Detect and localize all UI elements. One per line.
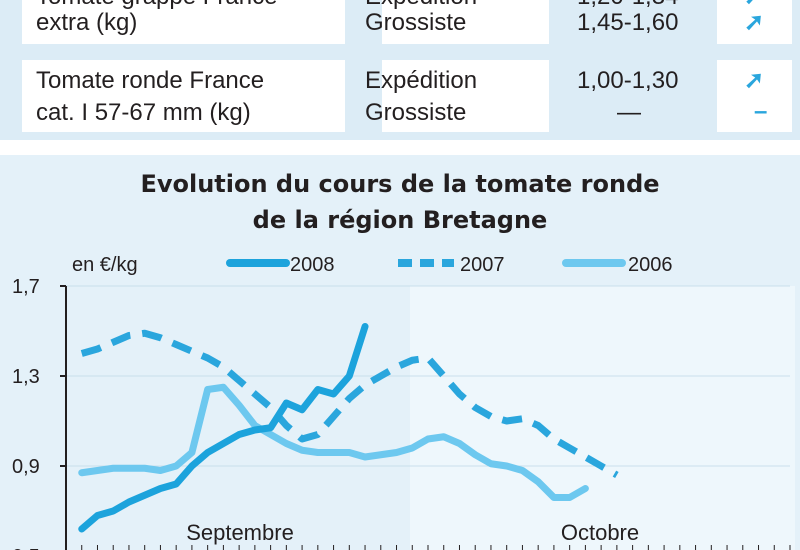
legend-label-2007: 2007 xyxy=(460,254,505,276)
trend-flat-icon: – xyxy=(754,98,768,125)
column-stripe xyxy=(345,0,382,44)
series-line-2006 xyxy=(78,383,589,501)
y-tick-label: 0,9 xyxy=(12,456,40,478)
market-stage: Grossiste xyxy=(365,9,467,36)
month-band-octobre xyxy=(410,286,795,550)
market-stage: Expédition xyxy=(365,0,477,14)
series-line-2008 xyxy=(78,323,369,533)
price-table: Tomate grappe France extra (kg) Expéditi… xyxy=(0,0,800,140)
chart-title: Evolution du cours de la tomate ronde xyxy=(140,170,660,198)
price-range: — xyxy=(617,99,641,126)
chart-subtitle: de la région Bretagne xyxy=(252,206,548,234)
series-lines xyxy=(78,323,619,533)
price-cell xyxy=(549,0,717,44)
series-line-2007 xyxy=(80,329,619,479)
trend-up-icon: ➚ xyxy=(744,9,765,36)
legend: 2008 2007 2006 xyxy=(226,254,673,276)
legend-label-2008: 2008 xyxy=(290,254,335,276)
price-range: 1,00-1,30 xyxy=(577,67,679,94)
price-range: 1,45-1,60 xyxy=(577,9,679,36)
legend-label-2006: 2006 xyxy=(628,254,673,276)
column-stripe xyxy=(345,60,382,132)
month-label-septembre: Septembre xyxy=(186,520,294,545)
product-name: extra (kg) xyxy=(36,9,138,36)
trend-up-icon: ➚ xyxy=(744,67,765,94)
product-name: cat. I 57-67 mm (kg) xyxy=(36,99,251,126)
market-stage: Expédition xyxy=(365,67,478,94)
table-row: Tomate ronde France cat. I 57-67 mm (kg)… xyxy=(22,60,792,132)
table-row: Tomate grappe France extra (kg) Expéditi… xyxy=(22,0,792,44)
y-tick-label: 1,3 xyxy=(12,366,40,388)
gridlines xyxy=(66,285,790,467)
month-label-octobre: Octobre xyxy=(561,520,639,545)
y-axis-label: en €/kg xyxy=(72,254,138,276)
y-axis: 1,7 1,3 0,9 0,5 xyxy=(12,276,791,550)
product-name: Tomate grappe France xyxy=(36,0,277,14)
product-name: Tomate ronde France xyxy=(36,67,265,94)
price-range: 1,20-1,34 xyxy=(577,0,678,14)
price-cell xyxy=(549,60,717,132)
market-stage: Grossiste xyxy=(365,99,467,126)
y-tick-label: 1,7 xyxy=(12,276,40,298)
trend-up-icon: ➚ xyxy=(744,0,764,11)
y-tick-label: 0,5 xyxy=(12,546,40,550)
